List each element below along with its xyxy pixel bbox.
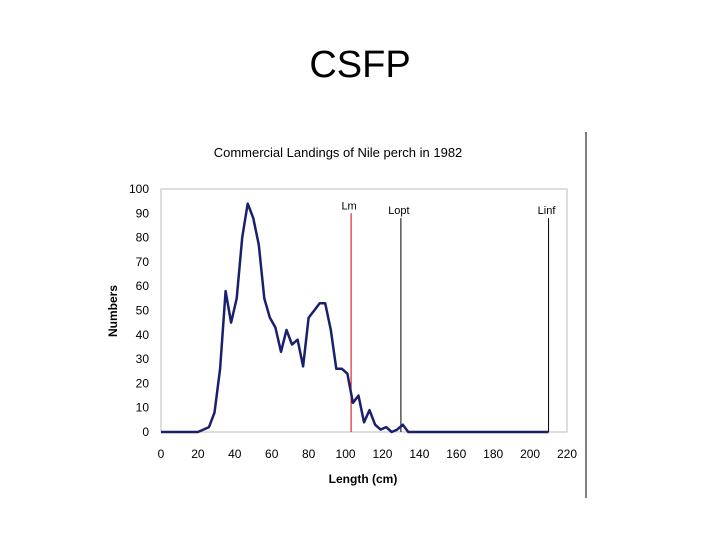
slide-title: CSFP <box>309 44 411 86</box>
y-axis-label: Numbers <box>106 285 120 337</box>
y-tick-label: 60 <box>136 279 150 293</box>
x-tick-label: 120 <box>372 447 392 461</box>
x-tick-label: 180 <box>483 447 503 461</box>
x-tick-label: 200 <box>520 447 540 461</box>
y-tick-label: 90 <box>136 206 150 220</box>
x-tick-label: 80 <box>302 447 316 461</box>
y-tick-label: 20 <box>136 376 150 390</box>
y-tick-label: 80 <box>136 231 150 245</box>
x-tick-label: 40 <box>228 447 242 461</box>
y-tick-label: 70 <box>136 255 150 269</box>
y-tick-label: 100 <box>129 182 149 196</box>
x-tick-label: 160 <box>446 447 466 461</box>
x-tick-label: 20 <box>191 447 205 461</box>
series-line-0 <box>161 202 549 434</box>
y-tick-label: 40 <box>136 328 150 342</box>
marker-label-lopt: Lopt <box>388 205 409 217</box>
chart-title: Commercial Landings of Nile perch in 198… <box>214 145 463 160</box>
marker-label-linf: Linf <box>538 205 557 217</box>
x-tick-label: 100 <box>336 447 356 461</box>
x-tick-label: 60 <box>265 447 279 461</box>
plot-area <box>160 188 568 433</box>
x-tick-label: 140 <box>409 447 429 461</box>
y-tick-label: 0 <box>142 425 149 439</box>
y-tick-label: 30 <box>136 352 150 366</box>
y-tick-label: 50 <box>136 304 150 318</box>
x-tick-label: 0 <box>158 447 165 461</box>
marker-label-lm: Lm <box>341 200 356 212</box>
x-tick-label: 220 <box>557 447 577 461</box>
y-tick-label: 10 <box>136 401 150 415</box>
x-axis-label: Length (cm) <box>329 472 398 486</box>
